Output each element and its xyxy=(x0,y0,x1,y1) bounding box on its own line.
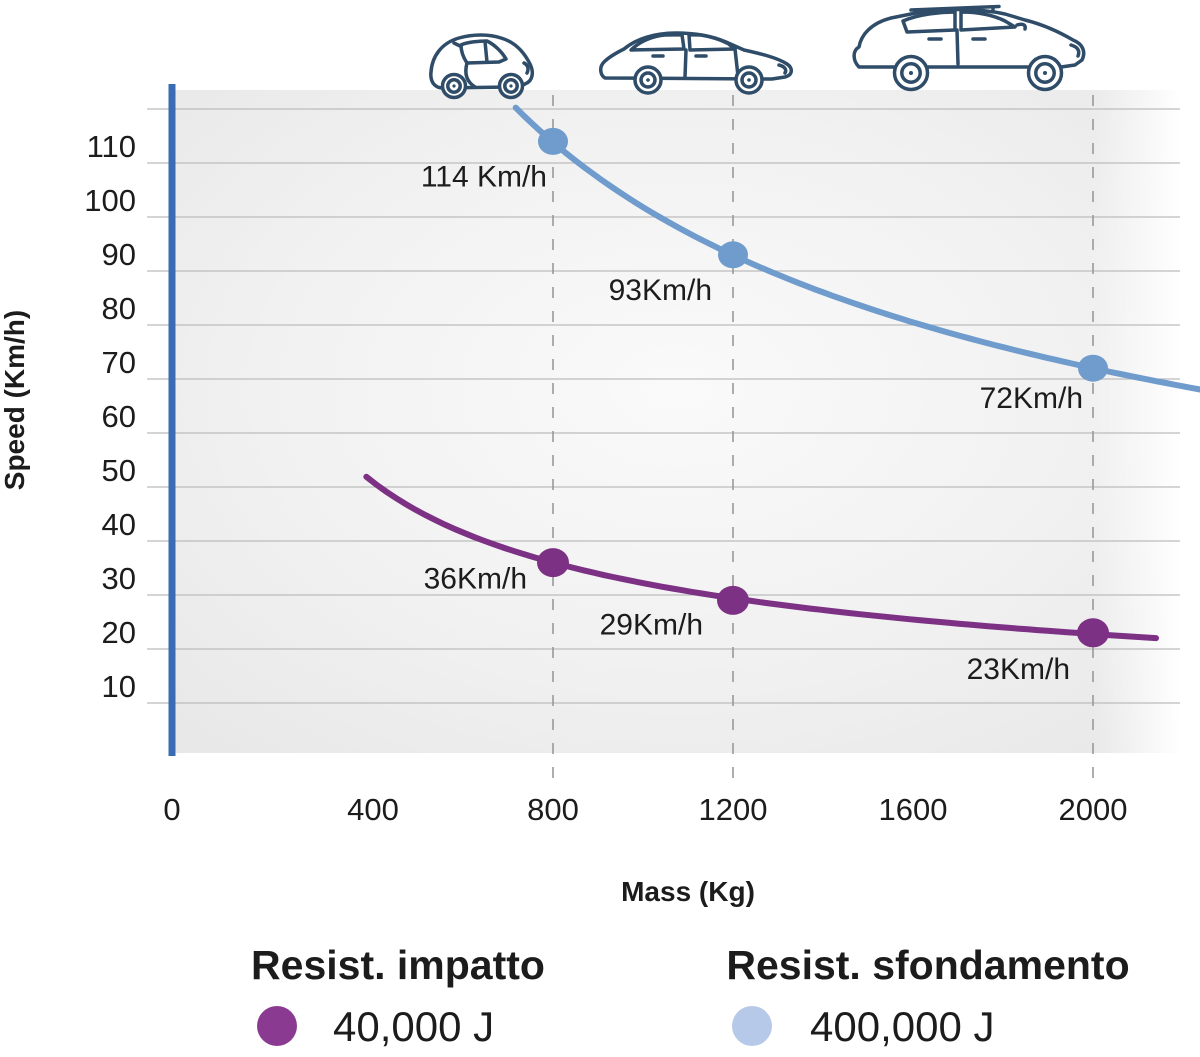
point-label: 114 Km/h xyxy=(421,160,547,193)
legend-impatto-dot xyxy=(257,1006,297,1046)
x-tick-label: 800 xyxy=(527,792,579,827)
point-label: 93Km/h xyxy=(609,274,712,307)
x-axis-title: Mass (Kg) xyxy=(621,876,755,907)
suv-car-icon xyxy=(852,4,1086,92)
y-tick-label: 20 xyxy=(102,615,136,650)
x-tick-label: 400 xyxy=(347,792,399,827)
point-label: 23Km/h xyxy=(967,653,1070,686)
y-tick-label: 10 xyxy=(102,669,136,704)
y-tick-label: 100 xyxy=(84,183,136,218)
y-axis-title: Speed (Km/h) xyxy=(0,310,30,490)
point-label: 36Km/h xyxy=(424,563,527,596)
y-tick-label: 30 xyxy=(102,561,136,596)
mass-guide-lines xyxy=(552,95,1094,788)
hatchback-car-icon xyxy=(599,31,793,95)
legend-sfondamento-dot xyxy=(732,1006,772,1046)
data-series: 36Km/h 29Km/h 23Km/h 114 Km/h 93Km/h 72Km/h xyxy=(363,104,1200,686)
data-point-800kg xyxy=(537,548,569,578)
curve-resist--impatto xyxy=(363,473,1159,642)
x-tick-labels: 0 400 800 1200 1600 2000 xyxy=(163,792,1127,827)
x-tick-label: 1200 xyxy=(699,792,768,827)
y-tick-label: 80 xyxy=(102,291,136,326)
y-tick-label: 110 xyxy=(87,129,136,164)
plot-background-right-fade xyxy=(1095,90,1180,753)
data-point-1200kg xyxy=(718,241,748,269)
x-tick-label: 1600 xyxy=(879,792,948,827)
data-point-1200kg xyxy=(717,585,749,615)
x-tick-label: 2000 xyxy=(1059,792,1128,827)
point-label: 29Km/h xyxy=(600,608,703,641)
y-tick-label: 50 xyxy=(102,453,136,488)
x-tick-label: 0 xyxy=(163,792,180,827)
y-tick-label: 60 xyxy=(102,399,136,434)
legend-sfondamento-value: 400,000 J xyxy=(810,1003,995,1050)
city-car-icon xyxy=(429,33,535,100)
y-tick-label: 40 xyxy=(102,507,136,542)
legend: Resist. impatto 40,000 J Resist. sfondam… xyxy=(251,942,1130,1050)
y-tick-label: 90 xyxy=(102,237,136,272)
legend-sfondamento-title: Resist. sfondamento xyxy=(726,942,1129,988)
point-label: 72Km/h xyxy=(980,382,1083,415)
y-tick-label: 70 xyxy=(102,345,136,380)
y-tick-labels: 110 100 90 80 70 60 50 40 30 20 10 xyxy=(84,129,136,704)
legend-impatto-value: 40,000 J xyxy=(333,1003,494,1050)
data-point-2000kg xyxy=(1078,354,1108,382)
data-point-800kg xyxy=(538,127,568,155)
legend-impatto-title: Resist. impatto xyxy=(251,942,545,988)
plot-background xyxy=(173,90,1180,753)
data-point-2000kg xyxy=(1077,618,1109,648)
